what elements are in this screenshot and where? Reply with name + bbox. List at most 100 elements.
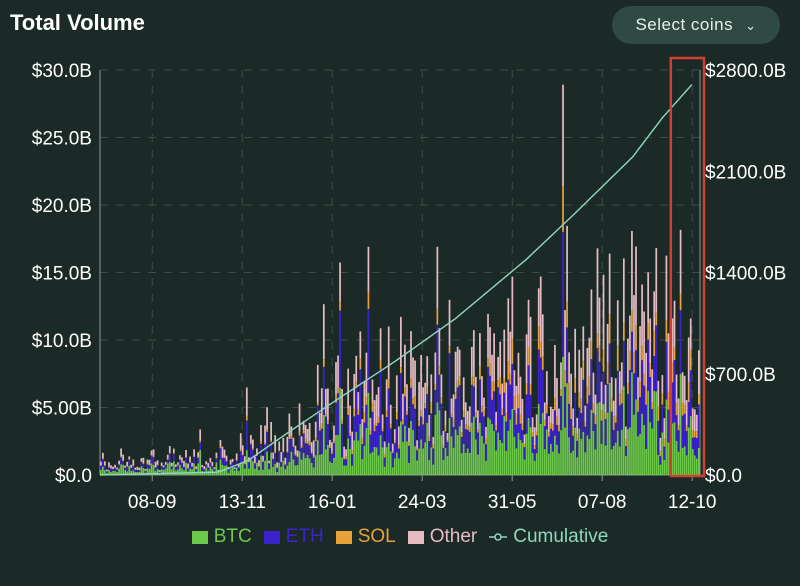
bar-btc — [300, 459, 303, 475]
y-right-tick-label: $1400.0B — [705, 264, 786, 285]
bar-btc — [529, 427, 532, 475]
bar-sol — [495, 425, 497, 431]
bar-btc — [566, 383, 568, 475]
bar-btc — [118, 468, 120, 475]
bar-other — [361, 419, 364, 438]
bar-btc — [545, 429, 548, 475]
bar-sol — [126, 466, 129, 467]
bar-sol — [509, 374, 512, 385]
bar-other — [606, 323, 609, 363]
bar-eth — [331, 453, 333, 463]
bar-other — [195, 466, 197, 469]
bar-sol — [515, 413, 518, 425]
bar-sol — [673, 346, 676, 360]
bar-eth — [671, 382, 674, 424]
bar-btc — [282, 460, 285, 475]
bar-eth — [146, 464, 149, 469]
bar-other — [327, 388, 329, 420]
bar-btc — [160, 469, 163, 475]
bar-other — [128, 456, 131, 460]
bar-sol — [574, 378, 577, 393]
bar-other — [134, 467, 137, 470]
bar-btc — [550, 443, 552, 475]
bar-btc — [314, 455, 317, 475]
bar-eth — [102, 459, 104, 467]
bar-sol — [483, 410, 485, 417]
bar-other — [481, 376, 483, 406]
bar-other — [272, 452, 275, 459]
bar-btc — [679, 373, 682, 475]
bar-eth — [300, 447, 303, 460]
bar-other — [209, 457, 212, 462]
bar-sol — [434, 383, 437, 390]
bar-sol — [104, 465, 106, 466]
bar-btc — [254, 468, 256, 475]
bar-btc — [164, 468, 167, 475]
bar-sol — [633, 352, 635, 374]
bar-other — [379, 328, 382, 361]
bar-sol — [511, 338, 514, 364]
bar-other — [329, 439, 331, 447]
bar-sol — [687, 381, 690, 403]
bar-btc — [357, 440, 360, 475]
bar-eth — [349, 435, 352, 449]
bar-btc — [685, 455, 688, 475]
bar-sol — [221, 457, 224, 459]
bar-eth — [343, 459, 345, 466]
bar-sol — [377, 416, 380, 424]
bar-btc — [205, 467, 208, 475]
bar-btc — [404, 425, 406, 475]
bar-sol — [177, 464, 179, 466]
bar-other — [627, 338, 629, 383]
bar-btc — [631, 372, 633, 475]
bar-other — [237, 463, 240, 468]
bar-other — [622, 258, 625, 323]
bar-other — [241, 445, 244, 455]
legend-item-other[interactable]: Other — [407, 526, 477, 548]
bar-other — [375, 394, 378, 423]
bar-other — [402, 393, 404, 420]
bar-btc — [124, 469, 127, 475]
x-tick-label: 16-01 — [308, 492, 357, 513]
bar-other — [529, 316, 532, 385]
bar-other — [426, 356, 429, 388]
bar-btc — [397, 458, 400, 475]
bar-sol — [345, 456, 347, 460]
bar-other — [357, 392, 360, 410]
bar-sol — [665, 319, 668, 342]
bar-btc — [493, 430, 495, 475]
bar-sol — [325, 413, 327, 417]
bar-other — [645, 352, 647, 388]
bar-other — [152, 449, 155, 456]
legend-item-sol[interactable]: SOL — [335, 526, 396, 548]
select-coins-button[interactable]: Select coins ⌄ — [612, 6, 780, 44]
legend-item-eth[interactable]: ETH — [263, 526, 324, 548]
bar-other — [172, 448, 175, 453]
bar-other — [487, 313, 489, 359]
bar-sol — [331, 451, 333, 454]
bar-eth — [345, 459, 347, 466]
bar-btc — [325, 449, 327, 475]
bar-sol — [554, 397, 556, 411]
bar-other — [695, 414, 698, 432]
bar-eth — [367, 308, 370, 393]
bar-eth — [511, 363, 514, 409]
bar-btc — [181, 468, 183, 475]
legend-item-cumulative[interactable]: Cumulative — [489, 526, 608, 548]
bar-other — [661, 375, 664, 394]
bar-btc — [128, 465, 131, 475]
bar-btc — [533, 460, 536, 475]
bar-eth — [691, 437, 694, 450]
bar-btc — [391, 467, 394, 475]
bar-eth — [308, 445, 311, 459]
legend-item-btc[interactable]: BTC — [191, 526, 252, 548]
highlight-box — [669, 56, 706, 478]
bar-sol — [489, 363, 491, 376]
bar-eth — [361, 443, 364, 460]
bar-eth — [610, 411, 613, 450]
bar-other — [418, 382, 420, 421]
bar-eth — [444, 431, 447, 448]
bar-sol — [181, 461, 183, 463]
bar-eth — [241, 455, 244, 462]
